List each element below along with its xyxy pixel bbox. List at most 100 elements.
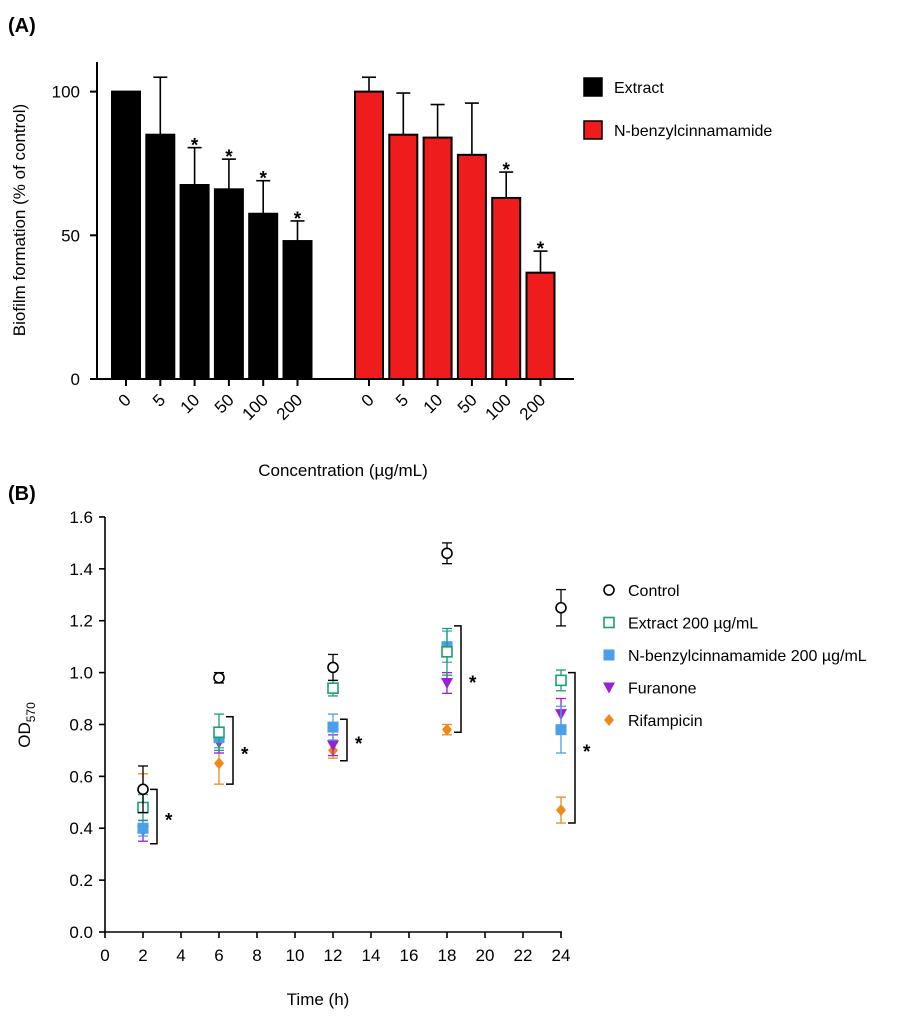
panel-a-x-tick-label: 50: [454, 390, 481, 417]
panel-b-y-tick-label: 1.4: [69, 560, 93, 579]
panel-b-legend-marker: [604, 714, 614, 726]
panel-b-data-point: [442, 723, 452, 736]
panel-b-significance-bracket: [150, 788, 158, 845]
panel-label-b: (B): [8, 483, 36, 505]
panel-a-x-tick-label: 10: [177, 390, 204, 417]
panel-a-bar: [213, 188, 244, 380]
panel-a-y-tick-label: 100: [52, 83, 80, 102]
panel-b-x-tick-label: 24: [552, 946, 571, 965]
panel-b-x-tick-label: 16: [400, 946, 419, 965]
panel-b-legend-marker: [603, 584, 615, 596]
panel-b-legend-label: Extract 200 µg/mL: [628, 616, 758, 633]
panel-a-x-tick-label: 5: [392, 390, 412, 410]
panel-b-data-point: [441, 547, 453, 560]
panel-b-significance-bracket: [568, 671, 576, 824]
panel-b-data-point: [327, 661, 339, 674]
panel-b-data-point: [441, 677, 453, 689]
panel-a-x-tick-label: 100: [239, 390, 272, 423]
panel-b-legend-label: N-benzylcinnamamide 200 µg/mL: [628, 648, 867, 665]
panel-b-y-tick-label: 1.0: [69, 664, 93, 683]
panel-b-data-point: [441, 646, 453, 658]
panel-b-y-tick-label: 0.0: [69, 923, 93, 942]
panel-b-y-tick-label: 1.2: [69, 612, 93, 631]
panel-a-bar: [248, 212, 279, 380]
panel-a-significance-star: *: [191, 136, 199, 157]
panel-b-data-point: [555, 674, 567, 687]
panel-a-bar: [456, 153, 487, 380]
panel-b-x-tick-label: 10: [286, 946, 305, 965]
panel-b-x-tick-label: 8: [252, 946, 261, 965]
panel-b-legend-marker: [603, 616, 615, 629]
panel-b-x-tick-label: 4: [176, 946, 185, 965]
panel-a-bar: [111, 90, 141, 380]
panel-a-chart: Biofilm formation (% of control) Concent…: [10, 62, 772, 480]
panel-b-significance-star: *: [241, 744, 249, 765]
panel-b-data-point: [555, 601, 567, 614]
panel-b-x-tick-label: 18: [438, 946, 457, 965]
panel-a-bar: [388, 133, 419, 380]
panel-a-legend-swatch: [583, 77, 603, 97]
panel-b-x-tick-label: 2: [138, 946, 147, 965]
panel-a-x-tick-label: 10: [420, 390, 447, 417]
panel-b-data-point: [213, 671, 225, 684]
panel-a-x-tick-label: 5: [149, 390, 169, 410]
panel-a-legend-label: N-benzylcinnamamide: [614, 123, 772, 140]
panel-b-data-point: [137, 822, 149, 834]
panel-a-significance-star: *: [225, 147, 233, 168]
panel-b-significance-star: *: [165, 811, 173, 832]
panel-b-data-point: [556, 804, 566, 817]
panel-b-y-axis-title: OD570: [15, 702, 38, 748]
panel-b-significance-star: *: [355, 734, 363, 755]
panel-b-significance-bracket: [340, 718, 348, 762]
panel-a-x-tick-label: 100: [482, 390, 515, 423]
panel-b-x-axis-title: Time (h): [287, 990, 350, 1009]
panel-b-data-point: [213, 726, 225, 739]
panel-a-x-tick-label: 50: [211, 390, 238, 417]
panel-b-y-tick-label: 0.2: [69, 871, 93, 890]
panel-a-legend-swatch: [583, 120, 603, 140]
panel-a-bar: [145, 133, 176, 380]
panel-b-x-tick-label: 22: [514, 946, 533, 965]
panel-b-chart: OD570 Time (h) 0.0 0.2 0.4 0.6 0.8 1.0 1.2 1.4 1…: [15, 508, 867, 1009]
panel-b-x-tick-label: 6: [214, 946, 223, 965]
panel-b-y-tick-label: 0.4: [69, 819, 93, 838]
panel-a-bar: [282, 240, 313, 380]
panel-a-bar: [491, 196, 522, 380]
panel-a-significance-star: *: [294, 209, 302, 230]
panel-b-y-tick-label: 1.6: [69, 508, 93, 527]
panel-a-bar: [422, 136, 453, 380]
panel-a-bar: [354, 90, 384, 380]
panel-a-bar: [525, 271, 556, 380]
panel-b-x-tick-label: 14: [362, 946, 381, 965]
panel-a-x-tick-label: 200: [516, 390, 549, 423]
panel-b-legend-marker: [603, 682, 615, 694]
panel-b-data-point: [327, 721, 339, 733]
panel-a-y-axis-title: Biofilm formation (% of control): [10, 104, 29, 336]
panel-a-significance-star: *: [259, 169, 267, 190]
panel-a-significance-star: *: [502, 160, 510, 181]
panel-a-x-axis-title: Concentration (µg/mL): [258, 461, 427, 480]
panel-b-y-tick-label: 0.8: [69, 715, 93, 734]
panel-b-significance-star: *: [583, 742, 591, 763]
panel-b-legend-marker: [603, 649, 615, 661]
panel-a-x-tick-label: 0: [115, 390, 135, 410]
panel-b-data-point: [327, 740, 339, 752]
panel-b-legend-label: Furanone: [628, 681, 697, 698]
panel-b-significance-bracket: [226, 715, 234, 785]
panel-b-legend-label: Rifampicin: [628, 713, 703, 730]
panel-b-data-point: [327, 682, 339, 694]
panel-b-x-tick-label: 0: [100, 946, 109, 965]
panel-a-y-tick-label: 50: [61, 226, 80, 245]
panel-b-data-point: [555, 724, 567, 736]
panel-b-significance-bracket: [454, 625, 462, 734]
panel-a-legend-label: Extract: [614, 80, 664, 97]
panel-b-x-tick-label: 20: [476, 946, 495, 965]
panel-b-legend-label: Control: [628, 583, 680, 600]
panel-a-x-tick-label: 0: [358, 390, 378, 410]
panel-b-data-point: [137, 783, 149, 796]
panel-a-significance-star: *: [537, 239, 545, 260]
panel-b-y-tick-label: 0.6: [69, 767, 93, 786]
panel-a-x-tick-label: 200: [273, 390, 306, 423]
panel-label-a: (A): [8, 15, 36, 37]
